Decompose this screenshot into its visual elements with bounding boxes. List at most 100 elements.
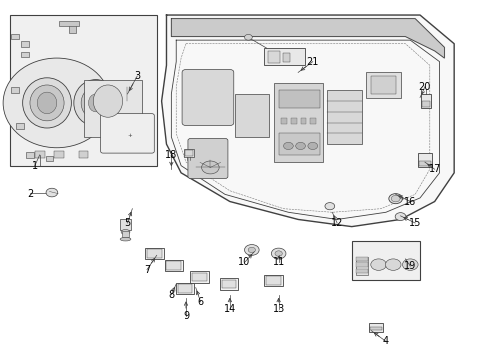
Text: 20: 20	[418, 82, 430, 92]
Bar	[266, 276, 281, 285]
Text: 12: 12	[330, 218, 343, 228]
Bar	[278, 90, 320, 108]
Ellipse shape	[22, 78, 71, 128]
Bar	[368, 323, 383, 332]
Text: 14: 14	[224, 304, 236, 314]
Bar	[282, 53, 289, 62]
Bar	[10, 15, 157, 166]
Ellipse shape	[388, 194, 402, 204]
Bar	[264, 275, 283, 286]
Text: 4: 4	[382, 336, 388, 346]
Text: 7: 7	[143, 265, 150, 275]
Text: 10: 10	[238, 257, 250, 267]
Bar	[16, 123, 24, 129]
Circle shape	[271, 248, 285, 259]
Text: 8: 8	[168, 290, 174, 300]
Bar	[11, 34, 19, 40]
Bar	[355, 269, 367, 273]
Text: +: +	[127, 133, 132, 138]
Circle shape	[307, 142, 317, 149]
Text: 3: 3	[134, 71, 140, 81]
Bar	[300, 118, 306, 125]
Ellipse shape	[121, 229, 130, 234]
Circle shape	[283, 142, 293, 149]
Bar	[370, 76, 395, 94]
Bar	[192, 273, 206, 281]
Bar	[184, 150, 192, 156]
Circle shape	[247, 247, 255, 253]
Ellipse shape	[30, 85, 64, 121]
Bar	[45, 156, 53, 161]
Bar	[69, 22, 76, 33]
Circle shape	[295, 142, 305, 149]
Text: 5: 5	[124, 218, 130, 228]
Text: 11: 11	[272, 257, 284, 267]
Bar	[175, 283, 194, 294]
Text: 1: 1	[32, 161, 38, 171]
Bar	[351, 241, 419, 280]
Polygon shape	[171, 19, 444, 58]
Bar	[355, 257, 367, 261]
Bar	[290, 118, 296, 125]
Bar	[59, 22, 79, 26]
Ellipse shape	[390, 195, 399, 202]
Bar	[369, 327, 381, 330]
Bar	[21, 41, 29, 46]
FancyBboxPatch shape	[187, 138, 227, 179]
Text: 13: 13	[272, 304, 284, 314]
Text: 2: 2	[27, 189, 33, 199]
Bar	[35, 151, 44, 158]
Bar	[264, 48, 305, 65]
Bar	[183, 149, 194, 157]
Bar	[122, 231, 129, 237]
Bar	[355, 262, 367, 267]
Ellipse shape	[37, 92, 57, 114]
Bar	[421, 102, 429, 107]
Bar	[273, 83, 322, 162]
Bar	[83, 80, 142, 137]
Bar	[355, 257, 367, 275]
Text: 16: 16	[404, 197, 416, 207]
Circle shape	[201, 161, 219, 174]
Bar	[164, 260, 183, 271]
Bar	[278, 134, 320, 155]
Circle shape	[274, 251, 282, 256]
Bar	[79, 151, 88, 158]
Bar	[234, 94, 268, 137]
Bar	[26, 152, 34, 158]
Bar	[147, 249, 161, 258]
Bar	[267, 51, 280, 63]
Bar	[366, 72, 400, 98]
Ellipse shape	[81, 87, 110, 119]
Circle shape	[385, 259, 400, 270]
Text: 19: 19	[404, 261, 416, 271]
Text: 21: 21	[306, 57, 318, 67]
Bar	[219, 278, 238, 290]
Circle shape	[244, 35, 252, 40]
Bar	[420, 94, 430, 108]
FancyBboxPatch shape	[182, 69, 233, 126]
Circle shape	[244, 244, 259, 255]
Ellipse shape	[3, 58, 110, 148]
Ellipse shape	[120, 237, 131, 241]
Bar	[281, 118, 286, 125]
Circle shape	[402, 259, 417, 270]
Bar	[310, 118, 316, 125]
Bar	[54, 151, 64, 158]
Bar	[145, 248, 163, 259]
Bar	[418, 161, 430, 166]
Bar	[221, 280, 236, 288]
Bar	[21, 51, 29, 57]
Ellipse shape	[325, 203, 334, 210]
Bar	[417, 153, 431, 167]
Circle shape	[46, 188, 58, 197]
Circle shape	[370, 259, 386, 270]
Ellipse shape	[394, 213, 405, 221]
Text: 18: 18	[165, 150, 177, 160]
Text: 17: 17	[427, 164, 440, 174]
FancyBboxPatch shape	[101, 114, 154, 153]
Bar	[177, 284, 192, 293]
Bar	[120, 220, 131, 230]
Text: 9: 9	[183, 311, 189, 321]
Bar	[190, 271, 208, 283]
